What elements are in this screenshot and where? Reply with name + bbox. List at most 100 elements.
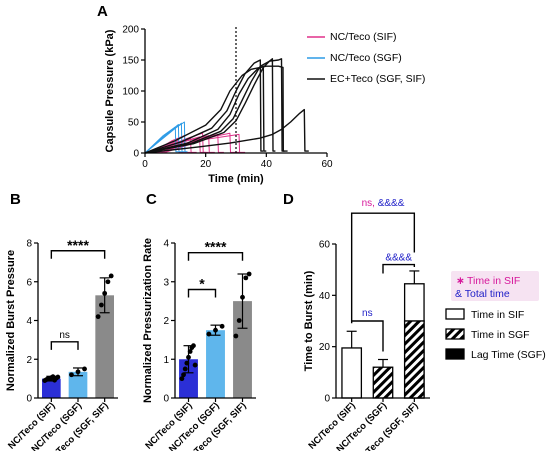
data-point (55, 374, 61, 380)
significance-bracket (350, 320, 384, 352)
significance-bracket (50, 341, 79, 350)
bar (233, 301, 252, 398)
stack-segment (372, 366, 394, 399)
panel-a-axes: 0 50 100 150 200 0 20 40 60 (122, 25, 333, 171)
data-point (182, 366, 188, 372)
data-point (246, 271, 252, 277)
y-tick-label: 60 (319, 240, 331, 251)
series-1-curve-3 (144, 121, 188, 154)
panel-d-ylabel: Time to Burst (min) (303, 270, 315, 371)
series-2-curve-2 (144, 65, 267, 154)
panel-c-label: C (146, 191, 157, 208)
data-point (95, 314, 101, 320)
data-point (99, 302, 104, 308)
y-tick-label: 4 (26, 316, 32, 327)
panel-a-legend: NC/Teco (SIF) NC/Teco (SGF) EC+Teco (SGF, … (307, 31, 425, 85)
data-point (213, 327, 218, 333)
bar (206, 330, 225, 398)
x-tick-label: 60 (321, 159, 333, 170)
y-tick-label: 100 (122, 87, 139, 98)
series-2-curve-3 (144, 58, 285, 154)
significance-label: **** (67, 237, 89, 253)
y-tick-label: 1 (163, 355, 169, 366)
significance-bracket (350, 212, 416, 321)
x-tick-label: 40 (261, 159, 273, 170)
data-point (69, 372, 74, 378)
y-tick-label: 0 (324, 394, 330, 405)
series-1-curve-2 (144, 122, 185, 154)
legend-label: NC/Teco (SIF) (330, 31, 397, 43)
x-tick-label: 0 (142, 159, 148, 170)
legend-swatch (445, 328, 465, 340)
sig-legend-star: ∗ (456, 275, 465, 287)
panel-b-label: B (10, 191, 21, 208)
y-tick-label: 20 (319, 342, 331, 353)
data-point (186, 354, 191, 360)
series-2-curve-0 (144, 65, 288, 154)
panel-d-sig-legend: ∗ Time in SIF& Total time (451, 271, 539, 301)
series-2-curve-4 (144, 58, 276, 154)
significance-label: ns (59, 330, 70, 341)
legend-label: NC/Teco (SGF) (330, 52, 402, 64)
y-tick-label: 0 (163, 394, 169, 405)
bar (95, 295, 114, 398)
panel-a-label: A (97, 3, 108, 20)
significance-label-part: , (372, 198, 378, 209)
panel-d-legend: Time in SIF Time in SGF Lag Time (SGF) (445, 308, 546, 361)
data-point (240, 294, 245, 300)
legend-swatch (445, 308, 465, 320)
stack-segment (403, 283, 425, 322)
significance-label-part: &&&& (378, 198, 405, 209)
y-tick-label: 3 (163, 277, 169, 288)
stack-segment-hatched (403, 320, 425, 399)
sig-legend-total: & Total time (455, 288, 510, 300)
data-point (187, 349, 193, 354)
panel-b-ylabel: Normalized Burst Pressure (5, 250, 17, 391)
significance-label: * (199, 276, 205, 292)
panel-a-xlabel: Time (min) (208, 173, 264, 185)
data-point (192, 362, 198, 368)
data-point (206, 331, 212, 337)
stack-segment (341, 347, 363, 399)
data-point (243, 275, 249, 281)
panel-d-label: D (283, 191, 294, 208)
significance-label: ns, &&&& (362, 198, 405, 209)
data-point (233, 333, 239, 339)
series-2-curve-5 (144, 108, 309, 154)
series-2-curve-1 (144, 59, 264, 154)
data-point (184, 360, 190, 366)
data-point (236, 318, 242, 323)
significance-bracket (50, 250, 106, 259)
data-point (108, 273, 114, 279)
significance-label: ns (362, 308, 373, 319)
significance-bracket (187, 251, 244, 261)
legend-label: Time in SIF (471, 309, 524, 321)
x-tick-label: 20 (200, 159, 212, 170)
legend-label: Time in SGF (471, 329, 530, 341)
significance-label: &&&& (385, 253, 412, 264)
y-tick-label: 200 (122, 25, 139, 36)
y-tick-label: 2 (163, 316, 169, 327)
x-category-label: NC/Teco (SIF) (143, 400, 194, 451)
y-tick-label: 0 (26, 394, 32, 405)
data-point (191, 343, 196, 349)
y-tick-label: 50 (128, 118, 140, 129)
sig-legend-background (451, 271, 539, 301)
y-tick-label: 150 (122, 56, 139, 67)
sig-legend-sif: Time in SIF (467, 275, 520, 287)
legend-label: EC+Teco (SGF, SIF) (330, 73, 425, 85)
data-point (181, 372, 186, 378)
y-tick-label: 8 (26, 239, 32, 250)
y-tick-label: 6 (26, 277, 32, 288)
data-point (105, 279, 111, 285)
bar (42, 378, 61, 398)
significance-label: **** (205, 239, 227, 255)
significance-label-part: ns (362, 198, 373, 209)
panel-a-ylabel: Capsule Pressure (kPa) (104, 29, 116, 152)
y-tick-label: 2 (26, 355, 32, 366)
legend-swatch (445, 348, 465, 360)
